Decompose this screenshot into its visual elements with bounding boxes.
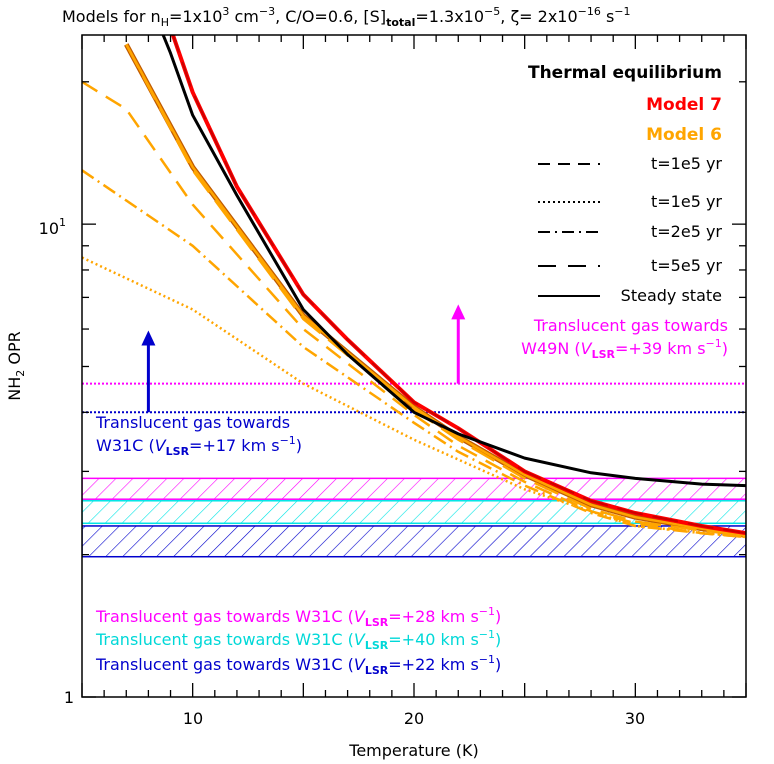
annotation-band-40: Translucent gas towards W31C (VLSR=+40 k… xyxy=(95,628,501,652)
legend-dotted: t=1e5 yr xyxy=(651,192,722,211)
annotation-w49n-line1: Translucent gas towards xyxy=(533,316,728,335)
series-model-7-t-5e5-yr xyxy=(171,35,746,535)
legend-longdash: t=5e5 yr xyxy=(651,256,722,275)
series-model-6-t-1e5-yr xyxy=(82,80,746,539)
band-w31c-28 xyxy=(82,477,746,500)
legend-steady: Steady state xyxy=(621,286,722,305)
series-model-6-steady-state xyxy=(125,43,746,537)
y-axis-label: NH2 OPR xyxy=(5,331,27,400)
arrow-head-w49n-39 xyxy=(451,304,466,320)
legend-model6: Model 6 xyxy=(646,125,722,145)
y-tick-label-10: 101 xyxy=(39,216,66,238)
annotation-w49n-line2: W49N (VLSR=+39 km s−1) xyxy=(521,337,728,361)
legend-dashed: t=1e5 yr xyxy=(651,154,722,173)
x-tick-label-20: 20 xyxy=(404,709,424,728)
x-axis-label: Temperature (K) xyxy=(348,741,478,760)
chart-title: Models for nH=1x103 cm−3, C/O=0.6, [S]to… xyxy=(62,5,631,29)
band-w31c-22 xyxy=(82,525,746,558)
series-thermal-equilibrium xyxy=(161,35,746,488)
annotation-band-28: Translucent gas towards W31C (VLSR=+28 k… xyxy=(95,605,501,629)
arrow-head-w31c-17 xyxy=(141,330,156,346)
series-model-6-t-5e5-yr xyxy=(125,43,746,537)
x-tick-label-30: 30 xyxy=(625,709,645,728)
x-tick-label-10: 10 xyxy=(183,709,203,728)
legend-model7: Model 7 xyxy=(646,95,722,115)
legend-dashdot: t=2e5 yr xyxy=(651,222,722,241)
annotation-band-22: Translucent gas towards W31C (VLSR=+22 k… xyxy=(95,653,501,677)
y-tick-label-1: 1 xyxy=(64,688,74,707)
band-w31c-40 xyxy=(82,500,746,525)
annotation-w31c17-line2: W31C (VLSR=+17 km s−1) xyxy=(96,434,302,458)
annotation-w31c17-line1: Translucent gas towards xyxy=(95,413,290,432)
legend-thermal: Thermal equilibrium xyxy=(528,63,722,83)
